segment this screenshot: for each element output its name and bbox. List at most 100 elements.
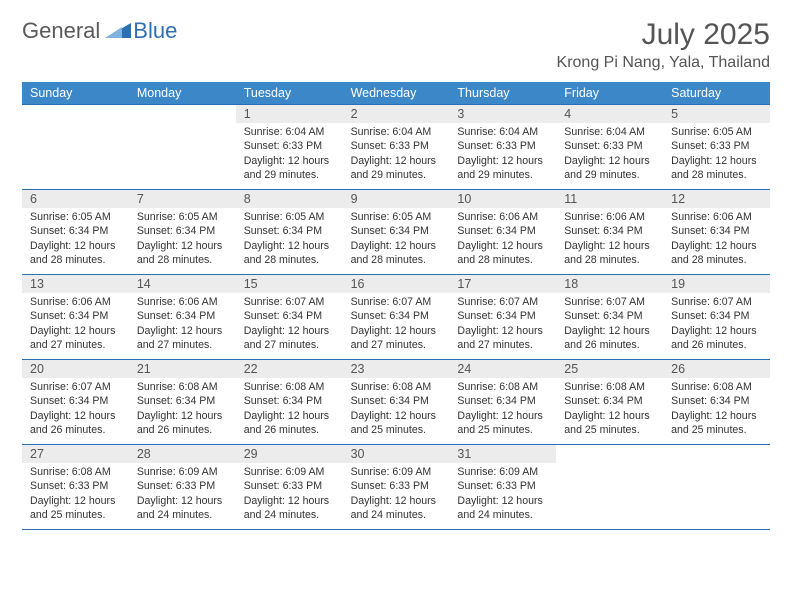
logo-text-2: Blue: [133, 18, 177, 44]
day-detail-text: Sunrise: 6:08 AM Sunset: 6:34 PM Dayligh…: [236, 378, 343, 443]
day-number: 12: [663, 190, 770, 208]
day-detail-text: Sunrise: 6:06 AM Sunset: 6:34 PM Dayligh…: [663, 208, 770, 273]
day-detail-text: Sunrise: 6:05 AM Sunset: 6:33 PM Dayligh…: [663, 123, 770, 188]
calendar-week: 20Sunrise: 6:07 AM Sunset: 6:34 PM Dayli…: [22, 359, 770, 444]
logo: General Blue: [22, 18, 177, 44]
day-number: 6: [22, 190, 129, 208]
day-number: 17: [449, 275, 556, 293]
day-detail-text: [556, 463, 663, 471]
day-header-sunday: Sunday: [22, 82, 129, 104]
day-detail-text: Sunrise: 6:04 AM Sunset: 6:33 PM Dayligh…: [556, 123, 663, 188]
calendar-cell: 4Sunrise: 6:04 AM Sunset: 6:33 PM Daylig…: [556, 105, 663, 189]
day-header-friday: Friday: [556, 82, 663, 104]
day-detail-text: Sunrise: 6:07 AM Sunset: 6:34 PM Dayligh…: [556, 293, 663, 358]
calendar-cell: 1Sunrise: 6:04 AM Sunset: 6:33 PM Daylig…: [236, 105, 343, 189]
calendar-cell: 24Sunrise: 6:08 AM Sunset: 6:34 PM Dayli…: [449, 360, 556, 444]
calendar-header-row: Sunday Monday Tuesday Wednesday Thursday…: [22, 82, 770, 104]
calendar-week: 13Sunrise: 6:06 AM Sunset: 6:34 PM Dayli…: [22, 274, 770, 359]
day-header-monday: Monday: [129, 82, 236, 104]
day-number: 21: [129, 360, 236, 378]
calendar-week: 1 Sunrise: 6:04 AM Sunset: 6:33 PM Daylig…: [22, 104, 770, 189]
day-detail-text: [663, 463, 770, 471]
day-detail-text: Sunrise: 6:09 AM Sunset: 6:33 PM Dayligh…: [236, 463, 343, 528]
logo-text-1: General: [22, 18, 100, 44]
day-detail-text: [22, 123, 129, 131]
day-detail-text: Sunrise: 6:04 AM Sunset: 6:33 PM Dayligh…: [449, 123, 556, 188]
logo-mark-icon: [105, 20, 131, 43]
day-number: 16: [343, 275, 450, 293]
calendar-cell: 15Sunrise: 6:07 AM Sunset: 6:34 PM Dayli…: [236, 275, 343, 359]
calendar-cell: 9Sunrise: 6:05 AM Sunset: 6:34 PM Daylig…: [343, 190, 450, 274]
calendar-cell: 30Sunrise: 6:09 AM Sunset: 6:33 PM Dayli…: [343, 445, 450, 529]
calendar-cell: 3Sunrise: 6:04 AM Sunset: 6:33 PM Daylig…: [449, 105, 556, 189]
day-number: 20: [22, 360, 129, 378]
day-detail-text: Sunrise: 6:08 AM Sunset: 6:34 PM Dayligh…: [663, 378, 770, 443]
day-number: 25: [556, 360, 663, 378]
calendar-cell: 13Sunrise: 6:06 AM Sunset: 6:34 PM Dayli…: [22, 275, 129, 359]
day-number: 26: [663, 360, 770, 378]
day-number: 1: [236, 105, 343, 123]
day-detail-text: Sunrise: 6:07 AM Sunset: 6:34 PM Dayligh…: [343, 293, 450, 358]
calendar-cell: 17Sunrise: 6:07 AM Sunset: 6:34 PM Dayli…: [449, 275, 556, 359]
calendar-cell: 25Sunrise: 6:08 AM Sunset: 6:34 PM Dayli…: [556, 360, 663, 444]
day-number: 30: [343, 445, 450, 463]
day-detail-text: Sunrise: 6:05 AM Sunset: 6:34 PM Dayligh…: [22, 208, 129, 273]
calendar-body: 1 Sunrise: 6:04 AM Sunset: 6:33 PM Daylig…: [22, 104, 770, 530]
calendar-cell: 20Sunrise: 6:07 AM Sunset: 6:34 PM Dayli…: [22, 360, 129, 444]
day-number: 11: [556, 190, 663, 208]
calendar-cell: 29Sunrise: 6:09 AM Sunset: 6:33 PM Dayli…: [236, 445, 343, 529]
day-detail-text: [129, 123, 236, 131]
calendar-cell: 10Sunrise: 6:06 AM Sunset: 6:34 PM Dayli…: [449, 190, 556, 274]
calendar-cell: 8Sunrise: 6:05 AM Sunset: 6:34 PM Daylig…: [236, 190, 343, 274]
day-number: 10: [449, 190, 556, 208]
day-detail-text: Sunrise: 6:06 AM Sunset: 6:34 PM Dayligh…: [449, 208, 556, 273]
day-number: 24: [449, 360, 556, 378]
day-detail-text: Sunrise: 6:08 AM Sunset: 6:34 PM Dayligh…: [449, 378, 556, 443]
day-detail-text: Sunrise: 6:05 AM Sunset: 6:34 PM Dayligh…: [236, 208, 343, 273]
day-number: 5: [663, 105, 770, 123]
calendar-cell: 22Sunrise: 6:08 AM Sunset: 6:34 PM Dayli…: [236, 360, 343, 444]
day-detail-text: Sunrise: 6:08 AM Sunset: 6:33 PM Dayligh…: [22, 463, 129, 528]
calendar-cell: [22, 105, 129, 189]
calendar-cell: 5Sunrise: 6:05 AM Sunset: 6:33 PM Daylig…: [663, 105, 770, 189]
day-number: 22: [236, 360, 343, 378]
day-header-thursday: Thursday: [449, 82, 556, 104]
page-subtitle: Krong Pi Nang, Yala, Thailand: [557, 54, 770, 72]
calendar-cell: 27Sunrise: 6:08 AM Sunset: 6:33 PM Dayli…: [22, 445, 129, 529]
day-number: 7: [129, 190, 236, 208]
day-detail-text: Sunrise: 6:08 AM Sunset: 6:34 PM Dayligh…: [343, 378, 450, 443]
page-header: General Blue July 2025 Krong Pi Nang, Ya…: [22, 18, 770, 72]
calendar-week: 27Sunrise: 6:08 AM Sunset: 6:33 PM Dayli…: [22, 444, 770, 529]
calendar-week: 6Sunrise: 6:05 AM Sunset: 6:34 PM Daylig…: [22, 189, 770, 274]
day-number: 23: [343, 360, 450, 378]
calendar-cell: 6Sunrise: 6:05 AM Sunset: 6:34 PM Daylig…: [22, 190, 129, 274]
calendar-cell: 14Sunrise: 6:06 AM Sunset: 6:34 PM Dayli…: [129, 275, 236, 359]
calendar-cell: 19Sunrise: 6:07 AM Sunset: 6:34 PM Dayli…: [663, 275, 770, 359]
day-number: 14: [129, 275, 236, 293]
day-number: 2: [343, 105, 450, 123]
calendar-cell: [556, 445, 663, 529]
calendar-cell: [129, 105, 236, 189]
calendar-cell: 23Sunrise: 6:08 AM Sunset: 6:34 PM Dayli…: [343, 360, 450, 444]
calendar-cell: 31Sunrise: 6:09 AM Sunset: 6:33 PM Dayli…: [449, 445, 556, 529]
day-detail-text: Sunrise: 6:08 AM Sunset: 6:34 PM Dayligh…: [129, 378, 236, 443]
day-number: 28: [129, 445, 236, 463]
day-number: 4: [556, 105, 663, 123]
day-detail-text: Sunrise: 6:09 AM Sunset: 6:33 PM Dayligh…: [129, 463, 236, 528]
calendar-cell: 12Sunrise: 6:06 AM Sunset: 6:34 PM Dayli…: [663, 190, 770, 274]
day-detail-text: Sunrise: 6:07 AM Sunset: 6:34 PM Dayligh…: [236, 293, 343, 358]
day-detail-text: Sunrise: 6:05 AM Sunset: 6:34 PM Dayligh…: [129, 208, 236, 273]
day-detail-text: Sunrise: 6:06 AM Sunset: 6:34 PM Dayligh…: [556, 208, 663, 273]
day-detail-text: Sunrise: 6:07 AM Sunset: 6:34 PM Dayligh…: [22, 378, 129, 443]
day-detail-text: Sunrise: 6:09 AM Sunset: 6:33 PM Dayligh…: [343, 463, 450, 528]
day-detail-text: Sunrise: 6:07 AM Sunset: 6:34 PM Dayligh…: [663, 293, 770, 358]
day-header-tuesday: Tuesday: [236, 82, 343, 104]
page-title: July 2025: [557, 18, 770, 52]
day-detail-text: Sunrise: 6:06 AM Sunset: 6:34 PM Dayligh…: [22, 293, 129, 358]
calendar-grid: Sunday Monday Tuesday Wednesday Thursday…: [22, 82, 770, 530]
calendar-cell: 7Sunrise: 6:05 AM Sunset: 6:34 PM Daylig…: [129, 190, 236, 274]
day-number: 29: [236, 445, 343, 463]
calendar-cell: 26Sunrise: 6:08 AM Sunset: 6:34 PM Dayli…: [663, 360, 770, 444]
day-number: 13: [22, 275, 129, 293]
title-block: July 2025 Krong Pi Nang, Yala, Thailand: [557, 18, 770, 72]
